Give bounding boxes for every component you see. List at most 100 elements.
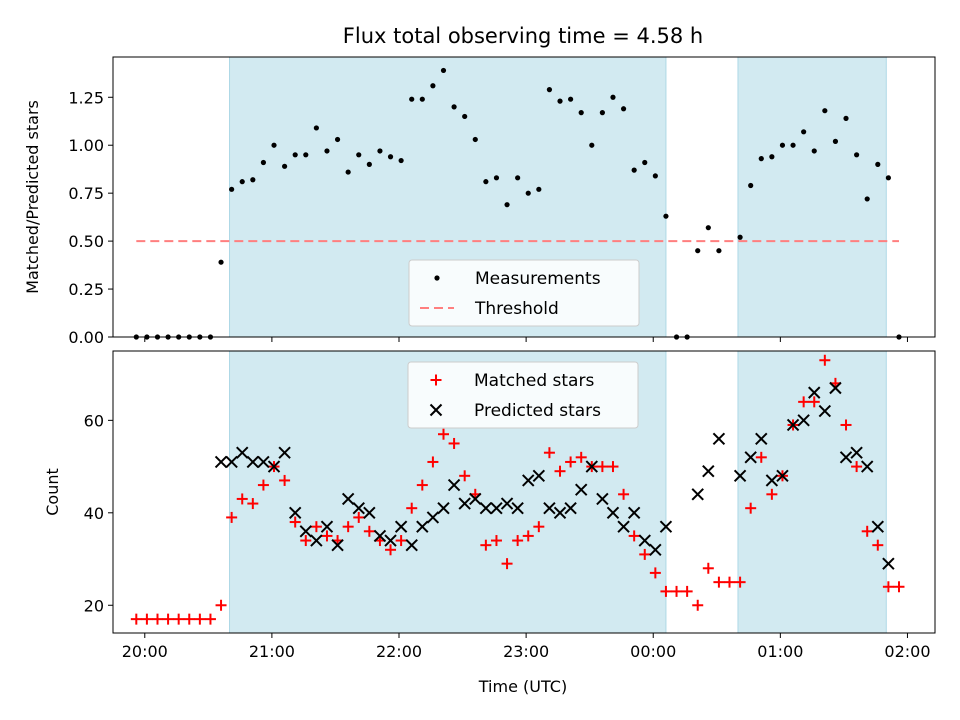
predicted-stars-point [384,534,397,547]
legend-dot-marker [434,275,440,281]
legend-box [408,259,640,327]
matched-stars-point [681,585,693,597]
measurements-point [419,96,425,102]
y-tick-label: 60 [84,411,104,430]
matched-stars-point [607,461,619,473]
predicted-stars-point [850,446,863,459]
predicted-stars-point [278,446,291,459]
measurements-point [334,136,341,143]
legend-label: Predicted stars [474,401,601,421]
matched-stars-point [416,479,428,491]
predicted-stars-point [458,497,471,510]
chart-title: Flux total observing time = 4.58 h [343,24,703,48]
predicted-stars-point [320,520,334,533]
predicted-stars-point [490,501,503,515]
predicted-stars-point [225,455,238,469]
x-tick-label: 23:00 [503,642,549,661]
measurements-point [695,248,701,254]
predicted-stars-point [691,488,704,501]
matched-stars-point [522,530,534,542]
measurements-point [568,96,574,102]
matched-stars-point [618,488,630,500]
matched-stars-point [819,354,831,366]
matched-stars-point [745,502,757,514]
predicted-stars-point [426,511,440,524]
matched-stars-point [130,613,142,625]
predicted-stars-point [469,492,482,506]
matched-stars-point [406,502,418,514]
matched-stars-point [490,535,502,547]
predicted-stars-point [373,529,387,543]
predicted-stars-point [574,483,588,496]
matched-stars-point [279,474,291,486]
y-tick-label: 20 [84,596,104,615]
predicted-stars-point [744,451,757,464]
matched-stars-point [628,530,640,542]
bottom-panel: 20:00 21:00 22:00 23:00 00:00 01:00 02:00 20 40 6… [43,350,936,661]
predicted-stars-point [288,506,302,520]
measurements-point [282,163,288,169]
predicted-stars-point [310,534,323,547]
predicted-stars-point [627,506,641,520]
matched-stars-point [363,525,375,537]
bottom-panel-y-axis-label: Count [43,468,62,516]
predicted-stars-point [246,455,260,469]
measurements-point [271,142,277,148]
measurements-point [525,190,531,196]
predicted-stars-point [500,497,514,510]
measurements-point [356,152,362,158]
matched-stars-point [257,479,269,491]
matched-stars-point [575,451,587,463]
predicted-stars-point [331,538,344,552]
matched-stars-point [533,521,545,533]
predicted-stars-point [214,455,228,469]
matched-stars-point [872,539,884,551]
y-tick-label: 0.75 [68,184,104,203]
measurements-point [737,234,743,240]
matched-stars-point [851,461,863,473]
measurements-point [462,113,468,120]
measurements-point [472,136,478,143]
predicted-stars-point [522,474,535,487]
predicted-stars-point [257,455,270,469]
matched-stars-point [512,535,524,547]
y-tick-label: 1.25 [68,88,104,107]
matched-stars-point [459,470,471,482]
matched-stars-point [861,525,873,537]
matched-stars-point [639,548,651,560]
measurements-point [769,154,775,160]
x-axis-label: Time (UTC) [478,677,567,696]
x-tick-label: 01:00 [757,642,803,661]
measurements-point [451,104,457,110]
matched-stars-point [183,613,195,625]
top-panel-y-axis-label: Matched/Predicted stars [23,100,42,294]
measurements-point [536,186,542,192]
predicted-stars-point [733,469,747,483]
y-tick-label: 1.00 [68,136,104,155]
measurements-point [229,186,235,192]
predicted-stars-point [882,557,895,570]
y-tick-label: 0.25 [68,280,104,299]
matched-stars-point [766,488,778,500]
legend-plus-marker [430,374,442,386]
predicted-stars-point [786,418,800,432]
predicted-stars-point [553,506,567,520]
bottom-panel-axes: 20:00 21:00 22:00 23:00 00:00 01:00 02:00 20 40 6… [84,411,931,661]
measurements-point [642,159,648,166]
predicted-stars-point [405,538,418,552]
matched-stars-point [151,613,163,625]
measurements-point [250,177,256,183]
matched-stars-point [162,613,174,625]
matched-stars-point [882,581,894,593]
measurements-point [260,159,267,166]
predicted-stars-point [532,469,546,483]
predicted-stars-point [638,534,651,547]
bottom-panel-legend: Matched stars Predicted stars [407,361,639,429]
top-panel-frame [112,56,936,338]
matched-stars-point [236,493,248,505]
measurements-point [313,125,319,131]
predicted-stars-point [236,446,249,459]
matched-stars-point [893,581,905,593]
matched-stars-point [448,437,460,449]
